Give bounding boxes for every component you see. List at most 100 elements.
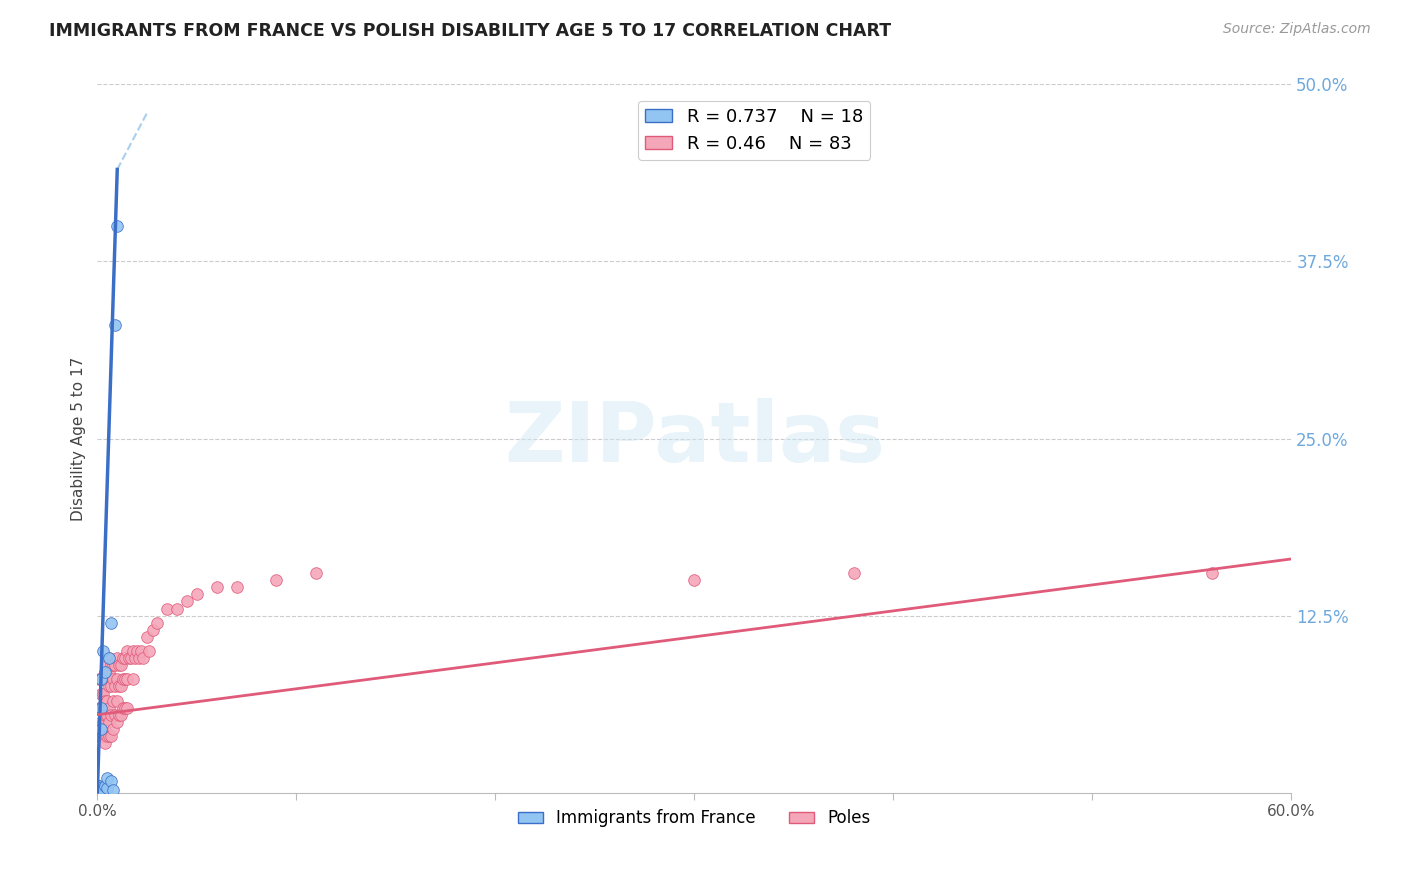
Point (96, 707, 118, 722)
Point (90, 722, 112, 736)
Point (91, 644, 114, 658)
Point (138, 644, 160, 658)
Point (96, 781, 118, 796)
Point (104, 658, 127, 673)
Point (176, 594, 198, 608)
Point (118, 651, 141, 665)
Point (98, 680, 121, 694)
Point (114, 651, 136, 665)
Point (105, 673, 128, 687)
Point (103, 693, 125, 707)
Point (146, 615, 169, 630)
Point (156, 601, 179, 615)
Point (105, 219, 128, 233)
Point (89, 700, 111, 714)
Point (98, 665, 121, 680)
Point (104, 707, 127, 722)
Point (90, 673, 112, 687)
Point (100, 680, 122, 694)
Point (142, 623, 165, 637)
Point (89, 781, 111, 796)
Point (94, 779, 117, 793)
Point (96, 772, 118, 786)
Point (94, 673, 117, 687)
Point (225, 580, 247, 594)
Point (100, 729, 122, 743)
Text: IMMIGRANTS FROM FRANCE VS POLISH DISABILITY AGE 5 TO 17 CORRELATION CHART: IMMIGRANTS FROM FRANCE VS POLISH DISABIL… (49, 22, 891, 40)
Point (115, 644, 138, 658)
Point (89, 729, 111, 743)
Point (91, 714, 114, 729)
Point (89, 673, 111, 687)
Point (166, 601, 188, 615)
Point (110, 707, 132, 722)
Point (122, 673, 145, 687)
Point (100, 615, 122, 630)
Legend: Immigrants from France, Poles: Immigrants from France, Poles (512, 803, 877, 834)
Point (94, 722, 117, 736)
Point (98, 700, 121, 714)
Point (120, 651, 142, 665)
Point (1201, 566, 1223, 580)
Point (266, 573, 288, 587)
Point (112, 700, 135, 714)
Point (122, 644, 145, 658)
Point (105, 693, 128, 707)
Point (112, 673, 135, 687)
Point (98, 651, 121, 665)
Point (89, 779, 111, 793)
Point (89, 779, 111, 793)
Point (186, 587, 208, 601)
Point (100, 707, 122, 722)
Point (114, 700, 136, 714)
Point (98, 714, 121, 729)
Point (94, 665, 117, 680)
Point (115, 700, 138, 714)
Point (90, 729, 112, 743)
Point (205, 580, 228, 594)
Point (108, 680, 131, 694)
Text: ZIPatlas: ZIPatlas (503, 398, 884, 479)
Point (90, 700, 112, 714)
Point (90, 686, 112, 700)
Point (127, 644, 149, 658)
Point (305, 566, 328, 580)
Point (110, 658, 132, 673)
Point (91, 700, 114, 714)
Point (91, 729, 114, 743)
Point (94, 693, 117, 707)
Point (98, 729, 121, 743)
Point (124, 651, 146, 665)
Text: Source: ZipAtlas.com: Source: ZipAtlas.com (1223, 22, 1371, 37)
Point (104, 680, 127, 694)
Point (94, 707, 117, 722)
Point (103, 722, 125, 736)
Point (96, 693, 118, 707)
Point (98, 651, 121, 665)
Point (105, 714, 128, 729)
Point (110, 680, 132, 694)
Point (103, 658, 125, 673)
Point (96, 658, 118, 673)
Point (100, 774, 122, 789)
Point (90, 673, 112, 687)
Point (132, 651, 155, 665)
Point (108, 658, 131, 673)
Point (90, 714, 112, 729)
Point (91, 686, 114, 700)
Point (94, 736, 117, 750)
Point (105, 651, 128, 665)
Point (90, 700, 112, 714)
Point (108, 707, 131, 722)
Point (114, 673, 136, 687)
Point (129, 644, 152, 658)
Point (112, 651, 135, 665)
Point (96, 729, 118, 743)
Point (136, 630, 159, 644)
Y-axis label: Disability Age 5 to 17: Disability Age 5 to 17 (72, 357, 86, 521)
Point (91, 673, 114, 687)
Point (100, 658, 122, 673)
Point (103, 782, 125, 797)
Point (842, 566, 865, 580)
Point (128, 651, 150, 665)
